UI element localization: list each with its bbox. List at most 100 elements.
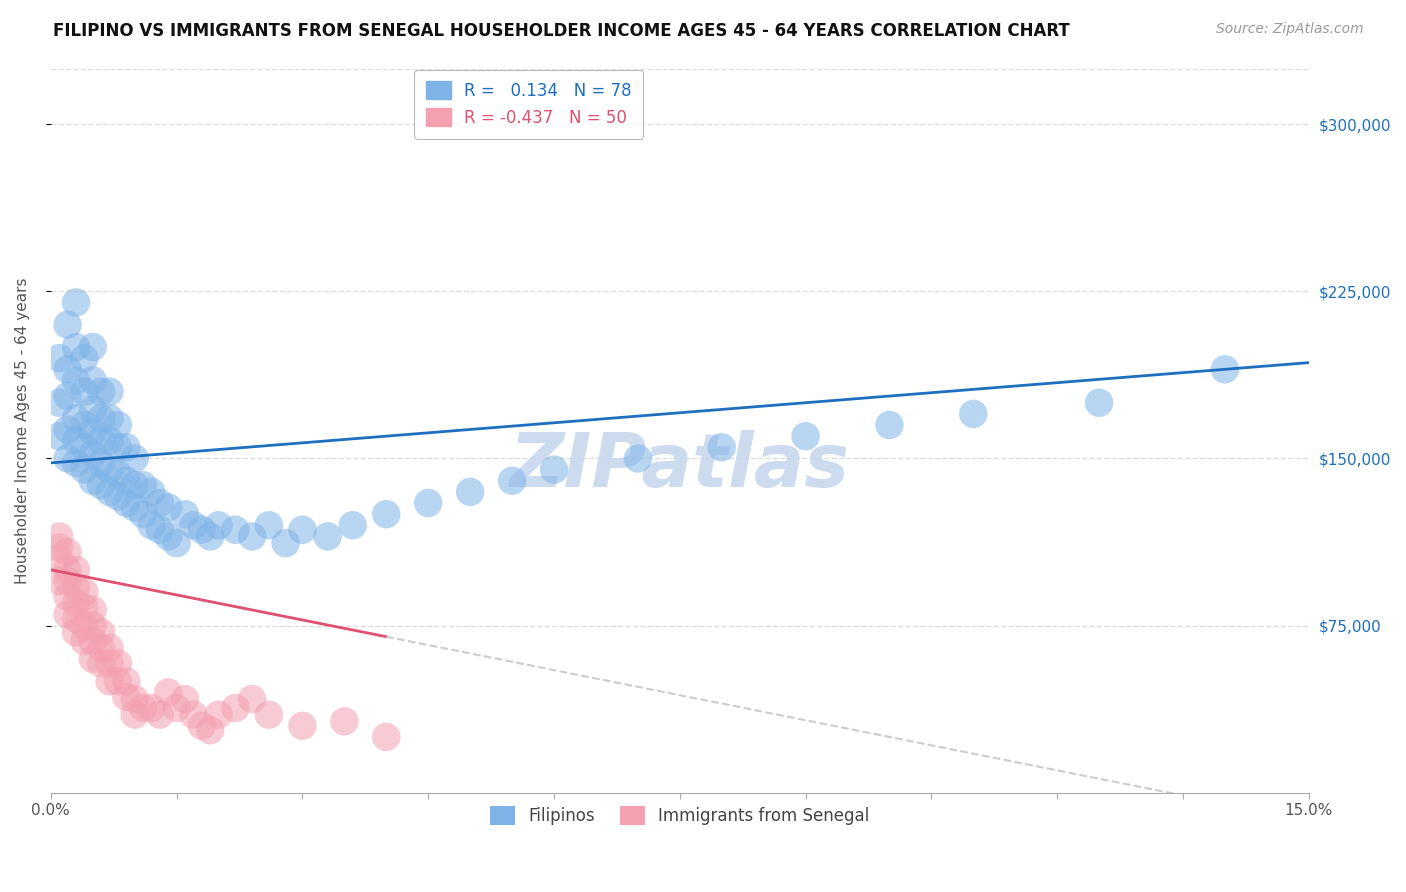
Point bbox=[73, 440, 96, 454]
Point bbox=[183, 518, 205, 533]
Point bbox=[56, 318, 79, 332]
Point bbox=[56, 451, 79, 466]
Point bbox=[90, 384, 112, 399]
Point bbox=[224, 523, 246, 537]
Point bbox=[82, 447, 104, 461]
Point bbox=[73, 585, 96, 599]
Point bbox=[962, 407, 984, 421]
Point bbox=[207, 518, 229, 533]
Point bbox=[48, 551, 70, 566]
Point bbox=[224, 701, 246, 715]
Point bbox=[65, 612, 87, 626]
Text: Source: ZipAtlas.com: Source: ZipAtlas.com bbox=[1216, 22, 1364, 37]
Point bbox=[1213, 362, 1236, 376]
Point bbox=[73, 351, 96, 366]
Point bbox=[65, 374, 87, 388]
Point bbox=[56, 607, 79, 622]
Point bbox=[65, 340, 87, 354]
Point bbox=[157, 685, 180, 699]
Point bbox=[48, 529, 70, 543]
Point bbox=[166, 536, 188, 550]
Point bbox=[98, 462, 121, 476]
Point bbox=[65, 596, 87, 610]
Point bbox=[132, 701, 155, 715]
Point bbox=[56, 563, 79, 577]
Point bbox=[115, 674, 138, 689]
Point bbox=[157, 529, 180, 543]
Point bbox=[198, 529, 221, 543]
Point bbox=[73, 600, 96, 615]
Point bbox=[56, 545, 79, 559]
Point bbox=[183, 707, 205, 722]
Point bbox=[48, 541, 70, 555]
Point bbox=[157, 500, 180, 515]
Point bbox=[149, 496, 172, 510]
Point bbox=[1088, 395, 1111, 409]
Point bbox=[543, 462, 565, 476]
Point bbox=[257, 518, 280, 533]
Point bbox=[90, 456, 112, 470]
Point bbox=[418, 496, 440, 510]
Point bbox=[458, 484, 481, 499]
Point bbox=[149, 523, 172, 537]
Point bbox=[82, 374, 104, 388]
Point bbox=[65, 563, 87, 577]
Point bbox=[107, 489, 129, 503]
Text: FILIPINO VS IMMIGRANTS FROM SENEGAL HOUSEHOLDER INCOME AGES 45 - 64 YEARS CORREL: FILIPINO VS IMMIGRANTS FROM SENEGAL HOUS… bbox=[53, 22, 1070, 40]
Point bbox=[98, 484, 121, 499]
Point bbox=[65, 295, 87, 310]
Point bbox=[191, 719, 214, 733]
Point bbox=[73, 417, 96, 432]
Point bbox=[90, 640, 112, 655]
Point bbox=[56, 389, 79, 403]
Point bbox=[107, 467, 129, 481]
Point bbox=[48, 429, 70, 443]
Point bbox=[316, 529, 339, 543]
Point bbox=[107, 440, 129, 454]
Point bbox=[124, 707, 146, 722]
Point bbox=[174, 507, 197, 521]
Point bbox=[48, 351, 70, 366]
Point bbox=[291, 523, 314, 537]
Point bbox=[56, 422, 79, 436]
Point bbox=[115, 496, 138, 510]
Point bbox=[73, 462, 96, 476]
Point bbox=[107, 417, 129, 432]
Point bbox=[82, 340, 104, 354]
Point bbox=[124, 451, 146, 466]
Point bbox=[82, 474, 104, 488]
Point bbox=[198, 723, 221, 738]
Point bbox=[166, 701, 188, 715]
Point bbox=[98, 434, 121, 448]
Point bbox=[501, 474, 523, 488]
Point bbox=[141, 518, 163, 533]
Point bbox=[141, 484, 163, 499]
Point bbox=[794, 429, 817, 443]
Point bbox=[124, 692, 146, 706]
Point bbox=[115, 440, 138, 454]
Point bbox=[375, 507, 398, 521]
Point bbox=[73, 384, 96, 399]
Point bbox=[98, 384, 121, 399]
Point bbox=[56, 590, 79, 604]
Point bbox=[98, 640, 121, 655]
Point bbox=[90, 478, 112, 492]
Point bbox=[207, 707, 229, 722]
Point bbox=[73, 634, 96, 648]
Point bbox=[65, 411, 87, 425]
Point bbox=[257, 707, 280, 722]
Point bbox=[82, 402, 104, 417]
Point bbox=[90, 411, 112, 425]
Point bbox=[73, 618, 96, 632]
Point bbox=[56, 574, 79, 588]
Point bbox=[82, 652, 104, 666]
Point bbox=[90, 434, 112, 448]
Point bbox=[124, 478, 146, 492]
Point bbox=[240, 692, 263, 706]
Point bbox=[82, 618, 104, 632]
Point bbox=[174, 692, 197, 706]
Point bbox=[56, 362, 79, 376]
Y-axis label: Householder Income Ages 45 - 64 years: Householder Income Ages 45 - 64 years bbox=[15, 277, 30, 584]
Point bbox=[710, 440, 733, 454]
Point bbox=[82, 603, 104, 617]
